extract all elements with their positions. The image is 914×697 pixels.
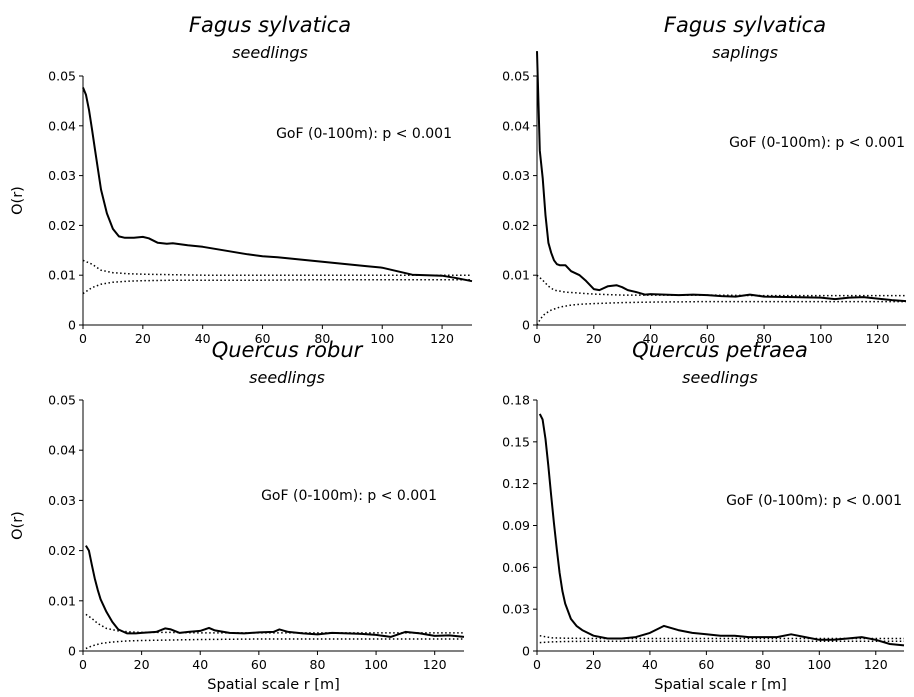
panel-3-x-tick-label: 80: [310, 657, 326, 672]
panel-3-y-tick-label: 0.04: [48, 443, 76, 458]
panel-4-y-tick-label: 0.09: [502, 518, 530, 533]
panel-3-subtitle: seedlings: [249, 368, 325, 387]
panel-4-envelope-line-1: [539, 634, 904, 640]
panel-1-observed-line: [82, 87, 473, 283]
panel-1-x-tick-label: 100: [370, 331, 394, 346]
panel-3-y-tick-label: 0.03: [48, 493, 76, 508]
panel-2-envelope-line-2: [536, 300, 906, 326]
panel-1-x-tick-label: 120: [430, 331, 454, 346]
panel-2-observed-line: [536, 51, 907, 303]
panel-3-envelope-line-2: [85, 638, 464, 650]
panel-1-y-tick-label: 0.05: [48, 69, 76, 84]
panel-2-gof-annotation: GoF (0-100m): p < 0.001: [729, 135, 905, 151]
panel-1-x-tick-label: 80: [314, 331, 330, 346]
panel-3-x-tick-label: 100: [364, 657, 388, 672]
panel-4-y-tick-label: 0: [522, 644, 530, 659]
panel-1-envelope-line-2: [82, 278, 472, 295]
panel-4-y-tick-label: 0.12: [502, 476, 530, 491]
panel-1-y-tick-label: 0.04: [48, 118, 76, 133]
panel-2-y-tick-label: 0.02: [502, 218, 530, 233]
panel-3-x-tick-label: 0: [79, 657, 87, 672]
panel-1-gof-annotation: GoF (0-100m): p < 0.001: [276, 126, 452, 142]
panel-2-y-tick-label: 0.05: [502, 69, 530, 84]
panel-1-subtitle: seedlings: [232, 43, 308, 62]
panel-4-x-tick-label: 100: [807, 657, 831, 672]
panel-3-x-tick-label: 60: [251, 657, 267, 672]
panel-3-x-tick-label: 40: [192, 657, 208, 672]
panel-4-title: Quercus petraea: [632, 338, 808, 362]
panel-4-y-tick-label: 0.03: [502, 602, 530, 617]
panel-2-subtitle: saplings: [712, 43, 778, 62]
panel-4-gof-annotation: GoF (0-100m): p < 0.001: [726, 493, 902, 509]
panel-3-envelope-line-1: [85, 613, 464, 634]
panel-3-y-tick-label: 0.05: [48, 393, 76, 408]
panel-3-gof-annotation: GoF (0-100m): p < 0.001: [261, 488, 437, 504]
panel-3-x-tick-label: 20: [134, 657, 150, 672]
panel-2-envelope-line-1: [536, 274, 906, 297]
panel-3-y-axis-label: O(r): [10, 511, 26, 540]
panel-2-x-tick-label: 0: [533, 331, 541, 346]
panel-1-x-tick-label: 20: [135, 331, 151, 346]
panel-3-title: Quercus robur: [212, 338, 364, 362]
panel-4-x-tick-label: 40: [642, 657, 658, 672]
panel-1-x-tick-label: 0: [79, 331, 87, 346]
panel-2-x-tick-label: 20: [586, 331, 602, 346]
panel-2-x-tick-label: 120: [866, 331, 890, 346]
panel-2-x-tick-label: 100: [809, 331, 833, 346]
panel-4-x-tick-label: 120: [864, 657, 888, 672]
panel-4-observed-line: [538, 413, 905, 647]
panel-4-x-axis-label: Spatial scale r [m]: [654, 677, 787, 693]
panel-1-envelope-line-1: [82, 259, 472, 276]
panel-4-subtitle: seedlings: [682, 368, 758, 387]
panel-2-y-tick-label: 0.01: [502, 268, 530, 283]
panel-3-y-tick-label: 0.02: [48, 543, 76, 558]
panel-3-y-tick-label: 0.01: [48, 593, 76, 608]
panel-1-y-tick-label: 0: [68, 318, 76, 333]
panel-2-x-tick-label: 40: [643, 331, 659, 346]
panel-1-x-tick-label: 60: [255, 331, 271, 346]
panel-1-y-axis-label: O(r): [10, 186, 26, 215]
panel-3-y-tick-label: 0: [68, 644, 76, 659]
panel-1-title: Fagus sylvatica: [189, 13, 351, 37]
panel-1-y-tick-label: 0.01: [48, 268, 76, 283]
panel-4-x-tick-label: 0: [533, 657, 541, 672]
panel-4-x-tick-label: 60: [698, 657, 714, 672]
panel-4-y-tick-label: 0.15: [502, 434, 530, 449]
panel-3-x-axis-label: Spatial scale r [m]: [207, 677, 340, 693]
panel-2-x-tick-label: 80: [756, 331, 772, 346]
panel-4-x-tick-label: 20: [586, 657, 602, 672]
panel-1-y-tick-label: 0.03: [48, 168, 76, 183]
panel-4-envelope-line-2: [539, 640, 904, 644]
panel-4-y-tick-label: 0.18: [502, 393, 530, 408]
panel-2-y-tick-label: 0.04: [502, 118, 530, 133]
panel-2-y-tick-label: 0: [522, 318, 530, 333]
panel-1-y-tick-label: 0.02: [48, 218, 76, 233]
panel-2-x-tick-label: 60: [699, 331, 715, 346]
panel-4-x-tick-label: 80: [755, 657, 771, 672]
panel-3-x-tick-label: 120: [423, 657, 447, 672]
panel-1-x-tick-label: 40: [195, 331, 211, 346]
panel-3-observed-line: [85, 545, 465, 638]
panel-2-y-tick-label: 0.03: [502, 168, 530, 183]
panel-4-y-tick-label: 0.06: [502, 560, 530, 575]
panel-2-title: Fagus sylvatica: [664, 13, 826, 37]
